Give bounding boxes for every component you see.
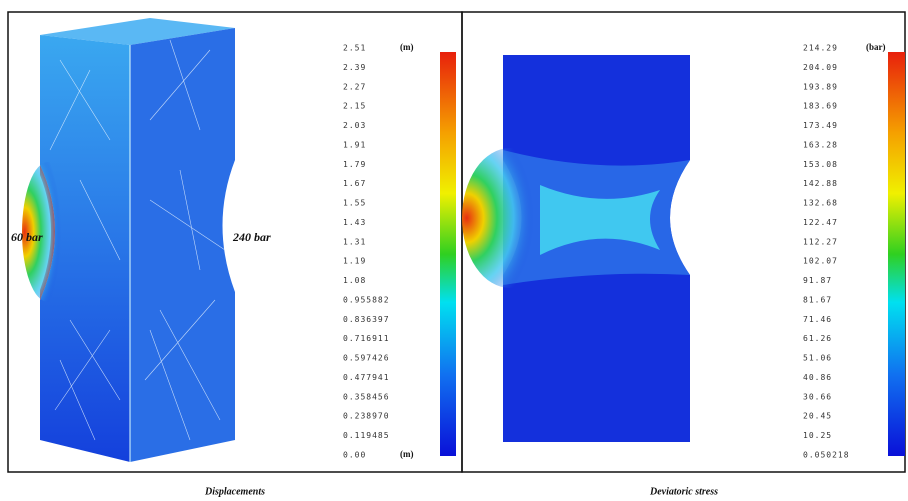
level-label: 1.91: [343, 140, 366, 149]
caption: Displacements: [204, 486, 265, 497]
level-label: 1.08: [343, 276, 366, 285]
level-label: 0.050218: [803, 451, 850, 460]
level-label: 2.27: [343, 82, 366, 91]
level-label: 1.55: [343, 199, 366, 208]
level-label: 214.29: [803, 44, 838, 53]
level-label: 122.47: [803, 218, 838, 227]
level-label: 51.06: [803, 354, 832, 363]
unit-label: (bar): [866, 42, 886, 52]
load-annotation: 240 bar: [232, 230, 271, 244]
level-label: 0.477941: [343, 373, 390, 382]
level-label: 0.119485: [343, 431, 390, 440]
level-label: 2.15: [343, 102, 366, 111]
level-label: 2.51: [343, 44, 366, 53]
load-annotation: 60 bar: [11, 230, 43, 244]
level-label: 0.238970: [343, 412, 390, 421]
level-label: 183.69: [803, 102, 838, 111]
level-label: 0.358456: [343, 392, 390, 401]
level-label: 20.45: [803, 412, 832, 421]
level-label: 1.19: [343, 257, 366, 266]
level-label: 81.67: [803, 295, 832, 304]
column-model: [22, 18, 235, 462]
level-label: 1.43: [343, 218, 366, 227]
specimen-contour: [462, 55, 690, 442]
caption: Deviatoric stress: [649, 486, 718, 497]
colorbar: [440, 52, 456, 456]
level-label: 0.00: [343, 451, 366, 460]
level-label: 0.955882: [343, 295, 390, 304]
unit-label: (m): [400, 449, 414, 459]
level-label: 61.26: [803, 334, 832, 343]
level-label: 204.09: [803, 63, 838, 72]
level-label: 163.28: [803, 140, 838, 149]
level-label: 153.08: [803, 160, 838, 169]
level-label: 71.46: [803, 315, 832, 324]
level-label: 40.86: [803, 373, 832, 382]
level-label: 1.67: [343, 179, 366, 188]
level-label: 102.07: [803, 257, 838, 266]
level-label: 1.79: [343, 160, 366, 169]
unit-label: (m): [400, 42, 414, 52]
level-label: 173.49: [803, 121, 838, 130]
level-label: 1.31: [343, 237, 366, 246]
level-label: 112.27: [803, 237, 838, 246]
colorbar: [888, 52, 905, 456]
level-label: 30.66: [803, 392, 832, 401]
level-label: 132.68: [803, 199, 838, 208]
level-label: 142.88: [803, 179, 838, 188]
level-label: 0.597426: [343, 354, 390, 363]
level-label: 0.716911: [343, 334, 390, 343]
level-label: 10.25: [803, 431, 832, 440]
level-label: 2.39: [343, 63, 366, 72]
level-label: 193.89: [803, 82, 838, 91]
level-label: 91.87: [803, 276, 832, 285]
level-label: 0.836397: [343, 315, 390, 324]
level-label: 2.03: [343, 121, 366, 130]
